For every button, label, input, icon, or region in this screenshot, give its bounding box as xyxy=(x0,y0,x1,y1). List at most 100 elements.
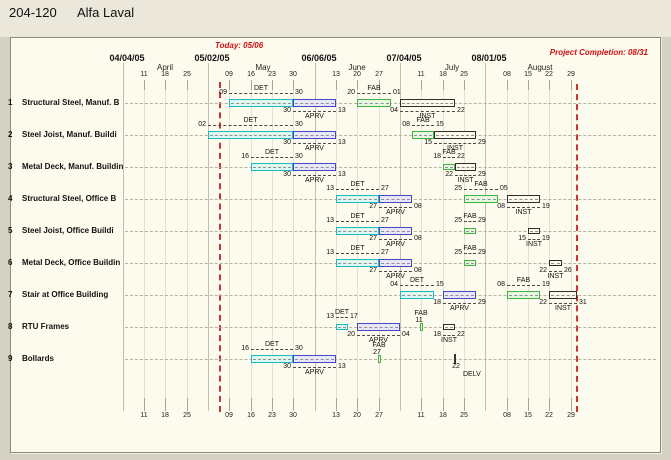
bar-row8-inst[interactable] xyxy=(443,324,455,330)
bar-code-label: FAB xyxy=(463,245,477,252)
week-tick-top xyxy=(165,80,166,90)
activity-label-2[interactable]: Steel Joist, Manuf. Buildi xyxy=(22,130,117,139)
activity-row-line xyxy=(125,135,656,136)
bar-row1-inst[interactable] xyxy=(400,99,455,107)
bar-row6-fab[interactable] xyxy=(464,260,476,266)
bar-end-date: 27 xyxy=(381,249,389,256)
activity-label-3[interactable]: Metal Deck, Manuf. Buildin xyxy=(22,162,124,171)
bar-end-date: 08 xyxy=(414,203,422,210)
bar-end-date: 30 xyxy=(295,345,303,352)
activity-label-1[interactable]: Structural Steel, Manuf. B xyxy=(22,98,120,107)
axis-week-label-bottom: 25 xyxy=(460,412,468,419)
bar-code-label: FAB xyxy=(474,181,488,188)
axis-week-label-top: 25 xyxy=(460,71,468,78)
activity-row-line xyxy=(125,359,656,360)
bar-row1-aprv[interactable] xyxy=(293,99,336,107)
bar-row4-inst[interactable] xyxy=(507,195,540,203)
bar-row9-det[interactable] xyxy=(251,355,293,363)
activity-number-6: 6 xyxy=(8,258,13,267)
bar-start-date: 18 xyxy=(433,331,441,338)
bar-row2-aprv[interactable] xyxy=(293,131,336,139)
bar-start-date: 18 xyxy=(433,299,441,306)
axis-week-label-bottom: 18 xyxy=(439,412,447,419)
activity-label-8[interactable]: RTU Frames xyxy=(22,322,70,331)
axis-week-label-bottom: 13 xyxy=(332,412,340,419)
bar-progress-dash xyxy=(414,134,432,136)
bar-row5-fab[interactable] xyxy=(464,228,476,234)
milestone-tick-fab[interactable] xyxy=(378,355,381,363)
bar-row1-fab[interactable] xyxy=(357,99,391,107)
bar-end-date: 05 xyxy=(500,185,508,192)
bar-row3-inst[interactable] xyxy=(455,163,476,171)
activity-number-9: 9 xyxy=(8,354,13,363)
bar-row4-det[interactable] xyxy=(336,195,379,203)
bar-label-line xyxy=(549,303,577,304)
bar-code-label: APRV xyxy=(386,273,405,280)
bar-start-date: 16 xyxy=(241,345,249,352)
bar-start-date: 08 xyxy=(402,121,410,128)
activity-label-9[interactable]: Bollards xyxy=(22,354,55,363)
bar-row5-inst[interactable] xyxy=(528,228,540,234)
bar-row3-det[interactable] xyxy=(251,163,293,171)
bar-code-label: DET xyxy=(265,341,279,348)
bar-start-date: 25 xyxy=(454,185,462,192)
axis-week-label-bottom: 20 xyxy=(353,412,361,419)
bar-start-date: 04 xyxy=(390,107,398,114)
bar-row8-det[interactable] xyxy=(336,324,348,330)
week-tick-bottom xyxy=(357,398,358,411)
bar-start-date: 25 xyxy=(454,249,462,256)
axis-week-label-bottom: 08 xyxy=(503,412,511,419)
bar-row6-det[interactable] xyxy=(336,259,379,267)
bar-row7-det[interactable] xyxy=(400,291,434,299)
week-tick-top xyxy=(549,80,550,90)
week-gridline xyxy=(379,80,380,411)
bar-row7-fab[interactable] xyxy=(507,291,540,299)
bar-row6-aprv[interactable] xyxy=(379,259,412,267)
bar-code-label: FAB xyxy=(442,149,456,156)
activity-label-7[interactable]: Stair at Office Building xyxy=(22,290,109,299)
week-gridline xyxy=(464,80,465,411)
activity-label-5[interactable]: Steel Joist, Office Buildi xyxy=(22,226,114,235)
bar-row2-det[interactable] xyxy=(208,131,293,139)
bar-end-date: 22 xyxy=(457,153,465,160)
project-name: Alfa Laval xyxy=(77,5,135,20)
bar-row9-aprv[interactable] xyxy=(293,355,336,363)
bar-row6-inst[interactable] xyxy=(549,260,562,266)
bar-label-line xyxy=(455,175,476,176)
bar-row2-fab[interactable] xyxy=(412,131,434,139)
bar-row5-aprv[interactable] xyxy=(379,227,412,235)
bar-row4-aprv[interactable] xyxy=(379,195,412,203)
bar-row7-inst[interactable] xyxy=(549,291,577,299)
milestone-tick-fab[interactable] xyxy=(420,323,423,331)
bar-row4-fab[interactable] xyxy=(464,195,498,203)
bar-row3-fab[interactable] xyxy=(443,164,455,170)
bar-row2-inst[interactable] xyxy=(434,131,476,139)
bar-row1-det[interactable] xyxy=(229,99,293,107)
bar-progress-dash xyxy=(436,134,474,136)
week-tick-top xyxy=(336,80,337,90)
bar-label-line xyxy=(443,335,455,336)
activity-number-7: 7 xyxy=(8,290,13,299)
bar-end-date: 22 xyxy=(457,107,465,114)
bar-row5-det[interactable] xyxy=(336,227,379,235)
bar-progress-dash xyxy=(231,102,291,104)
bar-progress-dash xyxy=(295,166,334,168)
bar-row8-aprv[interactable] xyxy=(357,323,400,331)
bar-end-date: 26 xyxy=(564,267,572,274)
bar-label-line xyxy=(464,253,476,254)
axis-week-label-top: 08 xyxy=(503,71,511,78)
axis-week-label-top: 22 xyxy=(545,71,553,78)
activity-label-4[interactable]: Structural Steel, Office B xyxy=(22,194,117,203)
bar-row3-aprv[interactable] xyxy=(293,163,336,171)
axis-date-header: 08/01/05 xyxy=(471,53,507,63)
bar-label-line xyxy=(549,271,562,272)
bar-progress-dash xyxy=(381,230,410,232)
bar-label-line xyxy=(293,111,336,112)
bar-start-date: 04 xyxy=(390,281,398,288)
milestone-tick-delv[interactable] xyxy=(454,354,456,364)
bar-end-date: 29 xyxy=(478,139,486,146)
axis-week-label-top: 27 xyxy=(375,71,383,78)
bar-row7-aprv[interactable] xyxy=(443,291,476,299)
activity-label-6[interactable]: Metal Deck, Office Buildin xyxy=(22,258,121,267)
